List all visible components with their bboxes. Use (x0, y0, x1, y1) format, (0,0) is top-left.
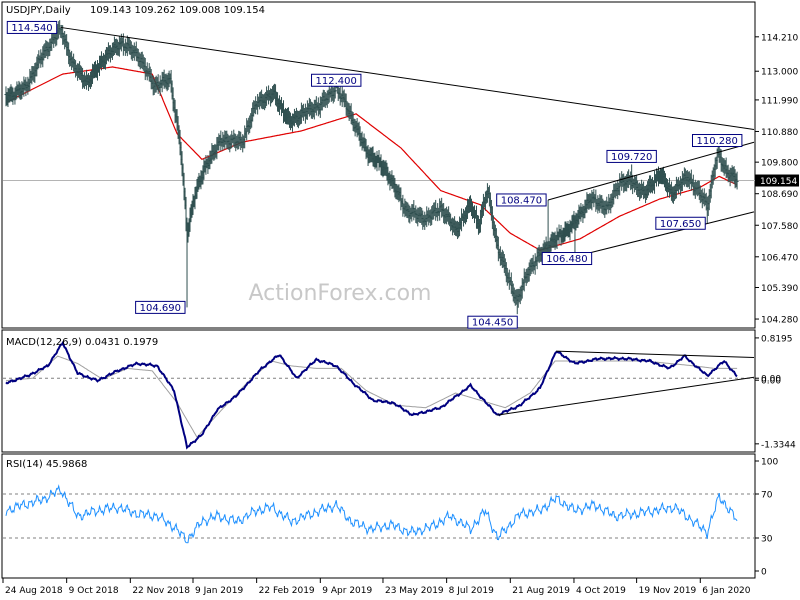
rsi-panel-frame (1, 453, 756, 579)
current-price-box (755, 174, 799, 187)
watermark: ActionForex.com (249, 281, 432, 306)
rsi-panel: 100 70 30 0 RSI(14) 45.9868 (1, 453, 778, 579)
price-tick-label: 113.000 (761, 68, 798, 78)
x-tick-label: 8 Jul 2019 (449, 586, 494, 596)
macd-trendline (556, 350, 755, 359)
rsi-tick-label: 70 (761, 491, 773, 501)
ohlc-label: 109.143 109.262 109.008 109.154 (90, 5, 265, 16)
macd-panel-frame (1, 329, 756, 453)
rsi-lines (5, 484, 738, 544)
sma-line (5, 66, 738, 251)
annotation-label: 109.720 (611, 152, 652, 163)
macd-tick-label: 0.00 (761, 375, 781, 385)
macd-lines (5, 340, 738, 450)
current-price-label: 109.154 (760, 177, 797, 187)
x-tick-label: 22 Feb 2019 (259, 586, 315, 596)
price-tick-label: 110.880 (761, 128, 798, 138)
macd-trendlines (497, 350, 755, 416)
annotation-box (311, 73, 362, 87)
x-tick-label: 9 Jan 2019 (195, 586, 243, 596)
macd-trendline (497, 376, 755, 416)
symbol-label: USDJPY,Daily (6, 5, 71, 16)
price-tick-label: 107.580 (761, 222, 798, 232)
price-panel: ActionForex.com 114.210 113.000 111.990 110… (1, 1, 799, 329)
annotation-label: 104.450 (472, 318, 513, 329)
annotation-104.450: 104.450 (467, 315, 518, 329)
macd-signal-line (5, 355, 738, 439)
x-tick-label: 21 Aug 2019 (512, 586, 570, 596)
annotation-label: 114.540 (11, 23, 52, 34)
price-trendline (574, 211, 755, 258)
annotation-box (135, 300, 186, 314)
price-trendline (60, 26, 755, 130)
price-header: USDJPY,Daily 109.143 109.262 109.008 109… (6, 5, 265, 16)
macd-title: MACD(12,26,9) 0.0431 0.1979 (6, 337, 158, 348)
rsi-tick-label: 30 (761, 535, 773, 545)
price-panel-frame (1, 1, 756, 329)
price-tick-label: 104.280 (761, 316, 798, 326)
price-trendline (547, 141, 755, 201)
macd-tick-label: 0.00 (761, 377, 781, 387)
x-tick-label: 24 Aug 2018 (5, 586, 63, 596)
annotation-box (6, 20, 58, 34)
x-tick-label: 23 May 2019 (385, 586, 444, 596)
x-tick-label: 9 Apr 2019 (322, 586, 372, 596)
annotation-107.650: 107.650 (655, 216, 706, 230)
annotation-109.720: 109.720 (606, 149, 657, 163)
price-tick-label: 108.690 (761, 190, 798, 200)
annotation-box (606, 149, 657, 163)
annotation-box (691, 134, 743, 148)
macd-tick-label: 0.8195 (761, 334, 793, 344)
macd-tick-label: -1.3344 (761, 440, 796, 450)
rsi-tick-label: 100 (761, 458, 778, 468)
annotation-box (541, 252, 593, 266)
x-tick-label: 4 Oct 2019 (576, 586, 626, 596)
annotation-box (467, 315, 518, 329)
x-tick-label: 22 Nov 2018 (132, 586, 190, 596)
macd-line (5, 340, 738, 450)
x-axis: 24 Aug 2018 9 Oct 2018 22 Nov 2018 9 Jan 20… (2, 578, 751, 596)
annotation-110.280: 110.280 (691, 134, 743, 148)
price-annotations: 114.540 104.690 112.400 104.450 108.470 106.4… (6, 20, 743, 329)
price-trendlines (60, 26, 755, 258)
x-tick-label: 6 Jan 2020 (702, 586, 750, 596)
annotation-104.690: 104.690 (135, 300, 186, 314)
rsi-axis-ticks: 100 70 30 0 (3, 458, 778, 578)
rsi-tick-label: 0 (761, 568, 767, 578)
price-bar (735, 171, 739, 190)
annotation-label: 107.650 (660, 219, 701, 230)
price-sma (5, 66, 738, 251)
annotation-box (655, 216, 706, 230)
annotation-112.400: 112.400 (311, 73, 362, 87)
x-tick-label: 19 Nov 2019 (639, 586, 697, 596)
annotation-label: 110.280 (697, 136, 738, 147)
annotation-label: 112.400 (316, 76, 357, 87)
rsi-line (5, 484, 738, 544)
rsi-title: RSI(14) 45.9868 (6, 459, 87, 470)
annotation-label: 106.480 (546, 254, 587, 265)
annotation-label: 108.470 (501, 195, 542, 206)
annotation-106.480: 106.480 (541, 252, 593, 266)
price-tick-label: 111.990 (761, 96, 798, 106)
annotation-108.470: 108.470 (496, 193, 547, 207)
annotation-label: 104.690 (140, 303, 181, 314)
price-tick-label: 106.470 (761, 253, 798, 263)
price-tick-label: 109.800 (761, 159, 798, 169)
price-tick-label: 105.390 (761, 284, 798, 294)
annotation-box (496, 193, 547, 207)
price-tick-label: 114.210 (761, 33, 798, 43)
x-tick-label: 9 Oct 2018 (69, 586, 119, 596)
annotation-114.540: 114.540 (6, 20, 58, 34)
